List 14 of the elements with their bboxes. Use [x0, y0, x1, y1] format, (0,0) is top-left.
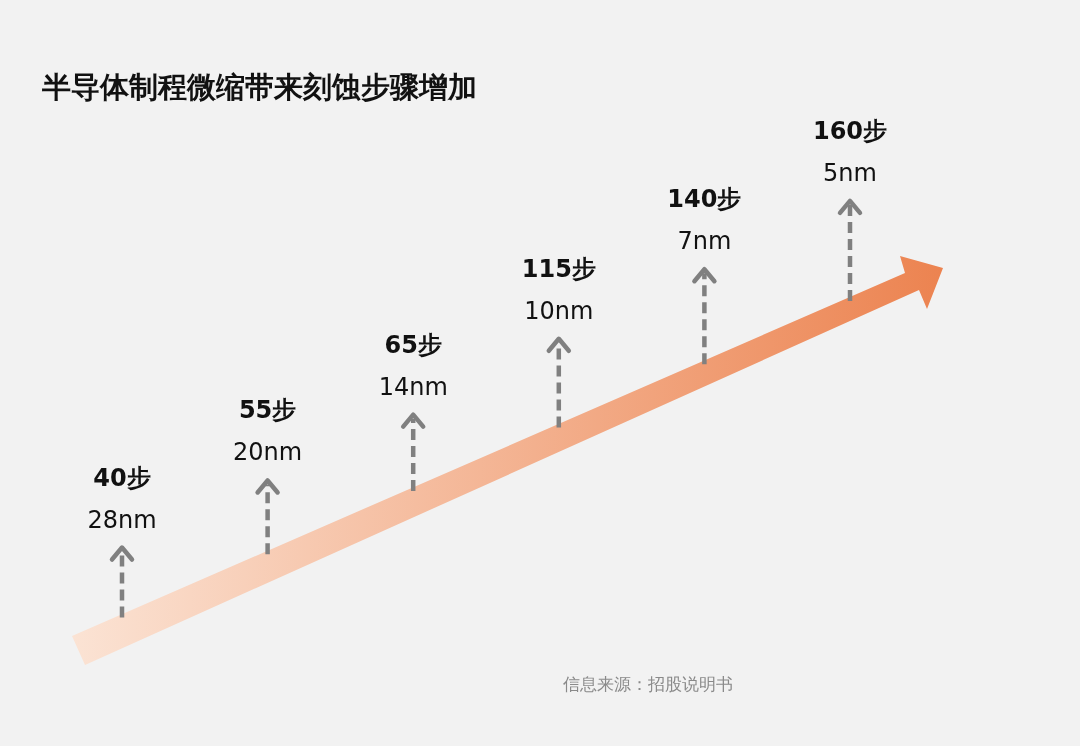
data-label: 115步 — [521, 254, 596, 283]
data-label: 140步 — [667, 185, 742, 214]
category-label: 5nm — [823, 158, 877, 187]
data-label: 65步 — [384, 330, 442, 359]
data-label: 55步 — [238, 396, 297, 425]
data-label: 160步 — [812, 116, 888, 145]
category-label: 28nm — [87, 505, 157, 534]
category-label: 7nm — [677, 227, 732, 256]
text: 信息来源：招股说明书 — [563, 674, 733, 694]
category-label: 10nm — [524, 296, 594, 325]
data-label: 40步 — [93, 463, 151, 492]
category-label: 14nm — [378, 372, 448, 401]
category-label: 20nm — [233, 438, 303, 467]
text: 半导体制程微缩带来刻蚀步骤增加 — [41, 70, 477, 104]
